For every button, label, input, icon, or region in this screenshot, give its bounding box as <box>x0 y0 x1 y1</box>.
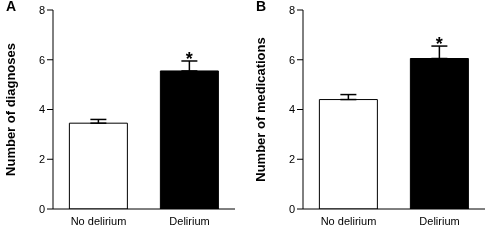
svg-text:6: 6 <box>39 54 45 66</box>
svg-text:2: 2 <box>289 153 295 165</box>
svg-text:*: * <box>186 49 193 69</box>
svg-text:8: 8 <box>39 4 45 16</box>
svg-text:Delirium: Delirium <box>419 215 459 227</box>
svg-text:0: 0 <box>289 203 295 215</box>
svg-text:Delirium: Delirium <box>169 215 209 227</box>
svg-text:4: 4 <box>39 103 45 115</box>
svg-text:Number of medications: Number of medications <box>253 37 268 181</box>
svg-text:6: 6 <box>289 54 295 66</box>
svg-text:No delirium: No delirium <box>71 215 127 227</box>
svg-text:No delirium: No delirium <box>321 215 377 227</box>
svg-text:8: 8 <box>289 4 295 16</box>
svg-text:Number of diagnoses: Number of diagnoses <box>8 43 18 176</box>
svg-text:4: 4 <box>289 103 295 115</box>
svg-text:*: * <box>436 34 443 54</box>
svg-text:2: 2 <box>39 153 45 165</box>
svg-text:0: 0 <box>39 203 45 215</box>
